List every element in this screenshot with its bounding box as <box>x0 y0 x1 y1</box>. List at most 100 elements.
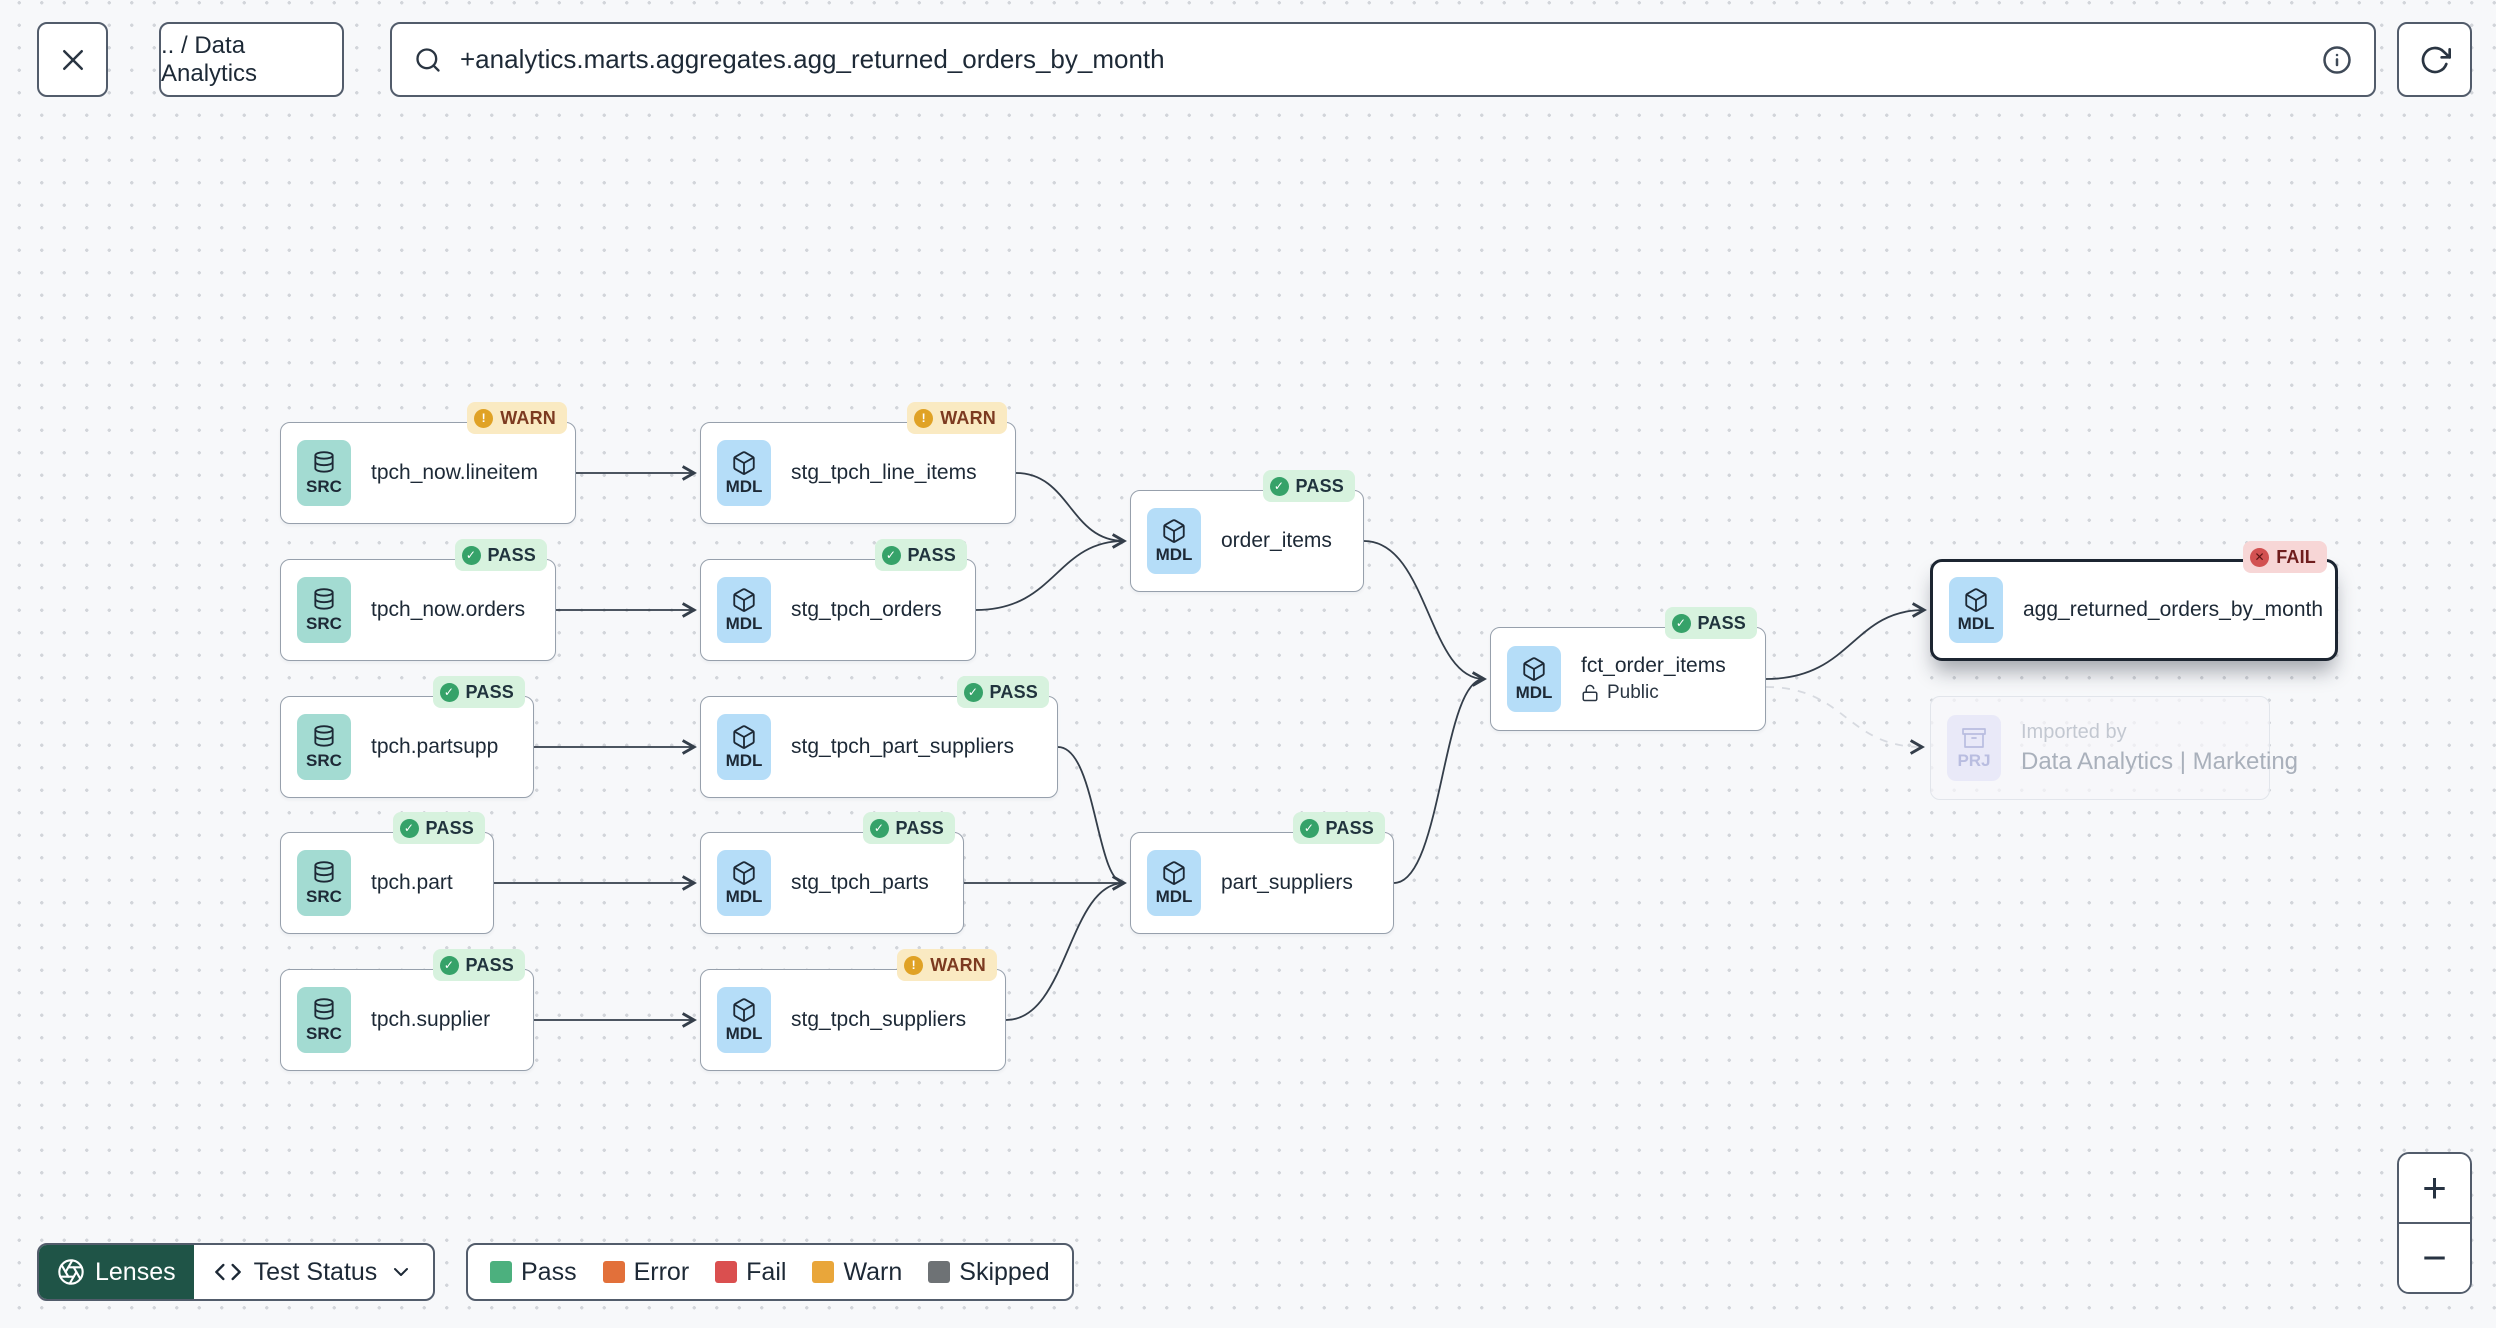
code-icon <box>214 1263 241 1281</box>
status-badge: ✓ PASS <box>432 949 525 981</box>
status-badge: ✕ FAIL <box>2243 541 2327 573</box>
status-badge: ✓ PASS <box>874 539 967 571</box>
search-bar[interactable] <box>390 22 2376 97</box>
check-icon: ✓ <box>1671 613 1691 633</box>
cube-icon <box>733 587 755 612</box>
graph-node-stg-tpch-orders[interactable]: ✓ PASS MDL stg_tpch_orders <box>700 539 976 661</box>
database-icon <box>314 860 334 883</box>
status-badge: ✓ PASS <box>392 812 485 844</box>
node-label: fct_order_items <box>1581 654 1726 677</box>
aperture-icon <box>58 1259 84 1285</box>
status-badge: ! WARN <box>897 949 997 981</box>
pass-swatch <box>490 1261 512 1283</box>
node-label: tpch.part <box>371 871 453 894</box>
graph-node-agg-returned-orders-by-month[interactable]: ✕ FAIL MDL agg_returned_orders_by_month <box>1930 541 2338 661</box>
model-type-chip: MDL <box>1147 508 1201 574</box>
legend-item-error: Error <box>602 1258 689 1287</box>
graph-node-stg-tpch-suppliers[interactable]: ! WARN MDL stg_tpch_suppliers <box>700 949 1006 1071</box>
graph-node-order-items[interactable]: ✓ PASS MDL order_items <box>1130 470 1364 592</box>
check-icon: ✓ <box>963 682 983 702</box>
check-icon: ✓ <box>869 818 889 838</box>
graph-node-tpch-partsupp[interactable]: ✓ PASS SRC tpch.partsupp <box>280 676 534 798</box>
status-badge: ✓ PASS <box>956 676 1049 708</box>
legend-item-fail: Fail <box>715 1258 786 1287</box>
status-badge: ✓ PASS <box>454 539 547 571</box>
status-badge: ! WARN <box>907 402 1007 434</box>
check-icon: ✓ <box>1269 476 1289 496</box>
check-icon: ✓ <box>1299 818 1319 838</box>
breadcrumb[interactable]: .. / Data Analytics <box>159 22 344 97</box>
status-badge: ✓ PASS <box>1664 607 1757 639</box>
warn-icon: ! <box>914 408 934 428</box>
info-icon[interactable] <box>2322 45 2352 75</box>
ghost-node-title: Imported by <box>2021 720 2127 743</box>
search-icon <box>416 47 440 72</box>
node-label: part_suppliers <box>1221 871 1353 894</box>
graph-node-fct-order-items[interactable]: ✓ PASS MDL fct_order_items Public <box>1490 607 1766 731</box>
project-type-chip: PRJ <box>1947 715 2001 781</box>
fail-icon: ✕ <box>2250 547 2270 567</box>
lens-selector-dropdown[interactable]: Test Status <box>194 1245 434 1299</box>
legend-item-skipped: Skipped <box>928 1258 1050 1287</box>
skipped-swatch <box>928 1261 951 1283</box>
database-icon <box>314 997 334 1020</box>
model-type-chip: MDL <box>717 440 771 506</box>
check-icon: ✓ <box>399 818 419 838</box>
check-icon: ✓ <box>439 682 459 702</box>
database-icon <box>314 724 334 747</box>
graph-node-tpch-part[interactable]: ✓ PASS SRC tpch.part <box>280 812 494 934</box>
node-label: stg_tpch_parts <box>791 871 929 894</box>
node-label: agg_returned_orders_by_month <box>2023 598 2324 621</box>
check-icon: ✓ <box>881 545 901 565</box>
cube-icon <box>1965 587 1987 612</box>
source-type-chip: SRC <box>297 577 351 643</box>
cube-icon <box>733 450 755 475</box>
close-icon <box>62 49 83 70</box>
fail-swatch <box>715 1261 738 1283</box>
warn-icon: ! <box>474 408 494 428</box>
warn-swatch <box>812 1261 835 1283</box>
graph-node-stg-tpch-parts[interactable]: ✓ PASS MDL stg_tpch_parts <box>700 812 964 934</box>
status-badge: ✓ PASS <box>432 676 525 708</box>
ghost-node-project: Data Analytics | Marketing <box>2021 747 2299 775</box>
cube-icon <box>733 860 755 885</box>
zoom-controls: + − <box>2397 1152 2472 1294</box>
legend-item-warn: Warn <box>812 1258 902 1287</box>
node-label: order_items <box>1221 529 1332 552</box>
cube-icon <box>1163 860 1185 885</box>
zoom-in-button[interactable]: + <box>2399 1154 2470 1224</box>
access-level: Public <box>1581 682 1726 704</box>
lenses-control: Lenses Test Status <box>37 1243 436 1301</box>
graph-node-tpch-now-lineitem[interactable]: ! WARN SRC tpch_now.lineitem <box>280 402 576 524</box>
cube-icon <box>1523 656 1545 681</box>
refresh-icon <box>2421 46 2451 73</box>
node-label: tpch_now.orders <box>371 598 526 621</box>
graph-node-part-suppliers[interactable]: ✓ PASS MDL part_suppliers <box>1130 812 1394 934</box>
graph-node-imported-by-project[interactable]: PRJ Imported by Data Analytics | Marketi… <box>1930 696 2298 800</box>
model-type-chip: MDL <box>717 714 771 780</box>
unlock-icon <box>1582 684 1598 702</box>
status-badge: ! WARN <box>467 402 567 434</box>
chevron-down-icon <box>394 1268 409 1276</box>
search-input[interactable] <box>458 43 2306 76</box>
test-status-legend: Pass Error Fail Warn Skipped <box>466 1243 1074 1301</box>
graph-node-tpch-supplier[interactable]: ✓ PASS SRC tpch.supplier <box>280 949 534 1071</box>
close-button[interactable] <box>37 22 108 97</box>
lenses-button[interactable]: Lenses <box>39 1245 194 1299</box>
graph-node-tpch-now-orders[interactable]: ✓ PASS SRC tpch_now.orders <box>280 539 556 661</box>
node-label: stg_tpch_suppliers <box>791 1008 967 1031</box>
legend-item-pass: Pass <box>490 1258 577 1287</box>
status-badge: ✓ PASS <box>1262 470 1355 502</box>
graph-node-stg-tpch-line-items[interactable]: ! WARN MDL stg_tpch_line_items <box>700 402 1016 524</box>
refresh-button[interactable] <box>2397 22 2472 97</box>
model-type-chip: MDL <box>1147 850 1201 916</box>
source-type-chip: SRC <box>297 714 351 780</box>
cube-icon <box>733 724 755 749</box>
model-type-chip: MDL <box>717 987 771 1053</box>
source-type-chip: SRC <box>297 850 351 916</box>
zoom-out-button[interactable]: − <box>2399 1224 2470 1292</box>
project-icon <box>1962 727 1986 748</box>
graph-node-stg-tpch-part-suppliers[interactable]: ✓ PASS MDL stg_tpch_part_suppliers <box>700 676 1058 798</box>
